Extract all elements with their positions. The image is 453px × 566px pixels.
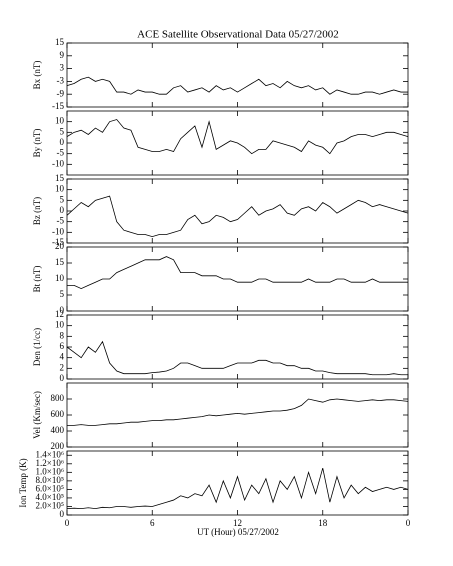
x-tick-label: 0 <box>406 518 411 528</box>
y-tick-label: 0 <box>60 137 65 147</box>
y-axis-label: By (nT) <box>32 129 42 158</box>
y-tick-label: 0 <box>60 205 65 215</box>
y-tick-label: 3 <box>60 63 65 73</box>
data-line <box>66 340 408 376</box>
data-line <box>66 467 409 510</box>
y-tick-label: 6.0×10⁵ <box>36 483 64 493</box>
y-tick-label: 200 <box>51 441 65 451</box>
y-tick-label: 10 <box>55 184 65 194</box>
y-tick-label: 8.0×10⁵ <box>36 475 64 485</box>
y-tick-label: 6 <box>60 341 65 351</box>
y-tick-label: 800 <box>51 393 65 403</box>
panel-frame <box>66 382 409 448</box>
panel-frame <box>66 314 409 380</box>
y-tick-label: 15 <box>55 173 65 183</box>
y-tick-label: 1.4×10⁶ <box>36 449 64 459</box>
y-tick-label: -5 <box>57 148 65 158</box>
y-tick-label: -10 <box>52 226 64 236</box>
y-tick-label: 9 <box>60 50 65 60</box>
y-tick-label: -10 <box>52 158 64 168</box>
y-tick-label: -9 <box>57 88 65 98</box>
y-tick-label: 2 <box>60 362 65 372</box>
y-tick-label: -15 <box>52 101 64 111</box>
y-tick-label: 1.2×10⁶ <box>36 458 64 468</box>
x-tick-label: 12 <box>233 518 242 528</box>
y-axis-label: Ion Temp (K) <box>18 458 28 507</box>
y-tick-label: -5 <box>57 216 65 226</box>
y-tick-label: 5 <box>60 126 65 136</box>
x-tick-label: 18 <box>318 518 328 528</box>
y-tick-label: 12 <box>55 309 64 319</box>
panel-frame <box>66 246 409 312</box>
x-axis-label: UT (Hour) 05/27/2002 <box>197 527 279 537</box>
x-tick-label: 6 <box>150 518 155 528</box>
y-tick-label: 600 <box>51 409 65 419</box>
y-tick-label: 15 <box>55 37 65 47</box>
y-tick-label: 8 <box>60 330 65 340</box>
panel-frame <box>66 178 409 244</box>
y-axis-label: Bz (nT) <box>32 197 42 225</box>
data-line <box>66 195 409 238</box>
y-axis-label: Vel (Km/sec) <box>32 391 42 439</box>
y-tick-label: 4.0×10⁵ <box>36 492 64 502</box>
y-tick-label: 0 <box>60 509 65 519</box>
y-tick-label: 400 <box>51 425 65 435</box>
data-line <box>66 119 409 155</box>
y-tick-label: -3 <box>57 75 65 85</box>
x-tick-label: 0 <box>65 518 70 528</box>
y-tick-label: 0 <box>60 305 65 315</box>
y-tick-label: 15 <box>55 257 65 267</box>
y-tick-label: 10 <box>55 320 65 330</box>
y-tick-label: 5 <box>60 194 65 204</box>
y-tick-label: 5 <box>60 289 65 299</box>
y-tick-label: 10 <box>55 116 65 126</box>
data-line <box>67 256 408 290</box>
y-tick-label: 1.0×10⁶ <box>36 466 64 476</box>
y-tick-label: 10 <box>55 273 65 283</box>
y-axis-label: Bx (nT) <box>32 61 42 90</box>
y-tick-label: 20 <box>55 241 65 251</box>
panel-frame <box>66 450 409 516</box>
y-axis-label: Den (1/cc) <box>32 328 42 366</box>
y-axis-label: Bt (nT) <box>32 266 42 293</box>
y-tick-label: 2.0×10⁵ <box>36 501 64 511</box>
chart-title: ACE Satellite Observational Data 05/27/2… <box>137 29 339 41</box>
data-line <box>66 76 408 95</box>
y-tick-label: -15 <box>52 237 64 247</box>
data-line <box>67 398 409 426</box>
y-tick-label: 4 <box>60 352 65 362</box>
panel-frame <box>66 42 409 108</box>
y-tick-label: 0 <box>60 373 65 383</box>
